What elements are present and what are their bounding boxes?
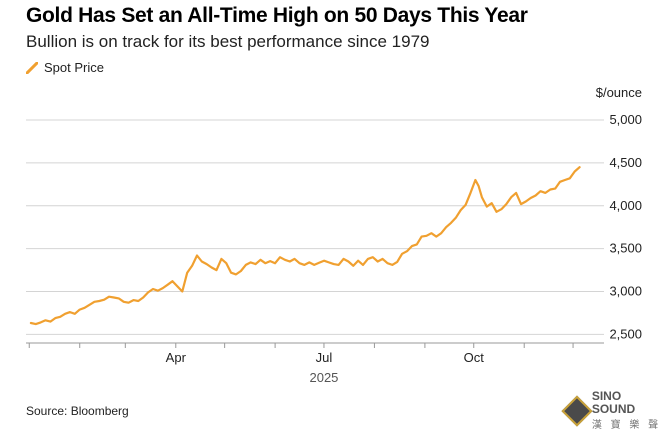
- legend-swatch-icon: [25, 61, 39, 74]
- watermark: SINO SOUND 漢 寶 樂 聲: [561, 389, 667, 431]
- watermark-sub: 漢 寶 樂 聲: [591, 420, 662, 431]
- y-tick-label: 2,500: [609, 326, 642, 341]
- y-tick-label: 4,500: [609, 155, 642, 170]
- chart-title: Gold Has Set an All-Time High on 50 Days…: [26, 4, 528, 27]
- x-tick-label: Apr: [166, 350, 187, 365]
- source-note: Source: Bloomberg: [26, 404, 129, 418]
- y-tick-label: 3,000: [609, 284, 642, 299]
- chart-subtitle: Bullion is on track for its best perform…: [26, 32, 430, 51]
- x-tick-label: Oct: [464, 350, 485, 365]
- watermark-name: SINO SOUND: [591, 389, 636, 416]
- series-line-spot-price: [29, 166, 581, 326]
- y-tick-label: 4,000: [609, 198, 642, 213]
- y-axis-label: $/ounce: [596, 85, 642, 100]
- x-tick-label: Jul: [316, 350, 333, 365]
- y-tick-label: 5,000: [609, 112, 642, 127]
- legend: Spot Price: [25, 60, 104, 75]
- legend-label: Spot Price: [44, 60, 104, 75]
- y-tick-label: 3,500: [609, 241, 642, 256]
- watermark-logo-icon: [561, 395, 593, 426]
- x-axis-label: 2025: [309, 370, 338, 385]
